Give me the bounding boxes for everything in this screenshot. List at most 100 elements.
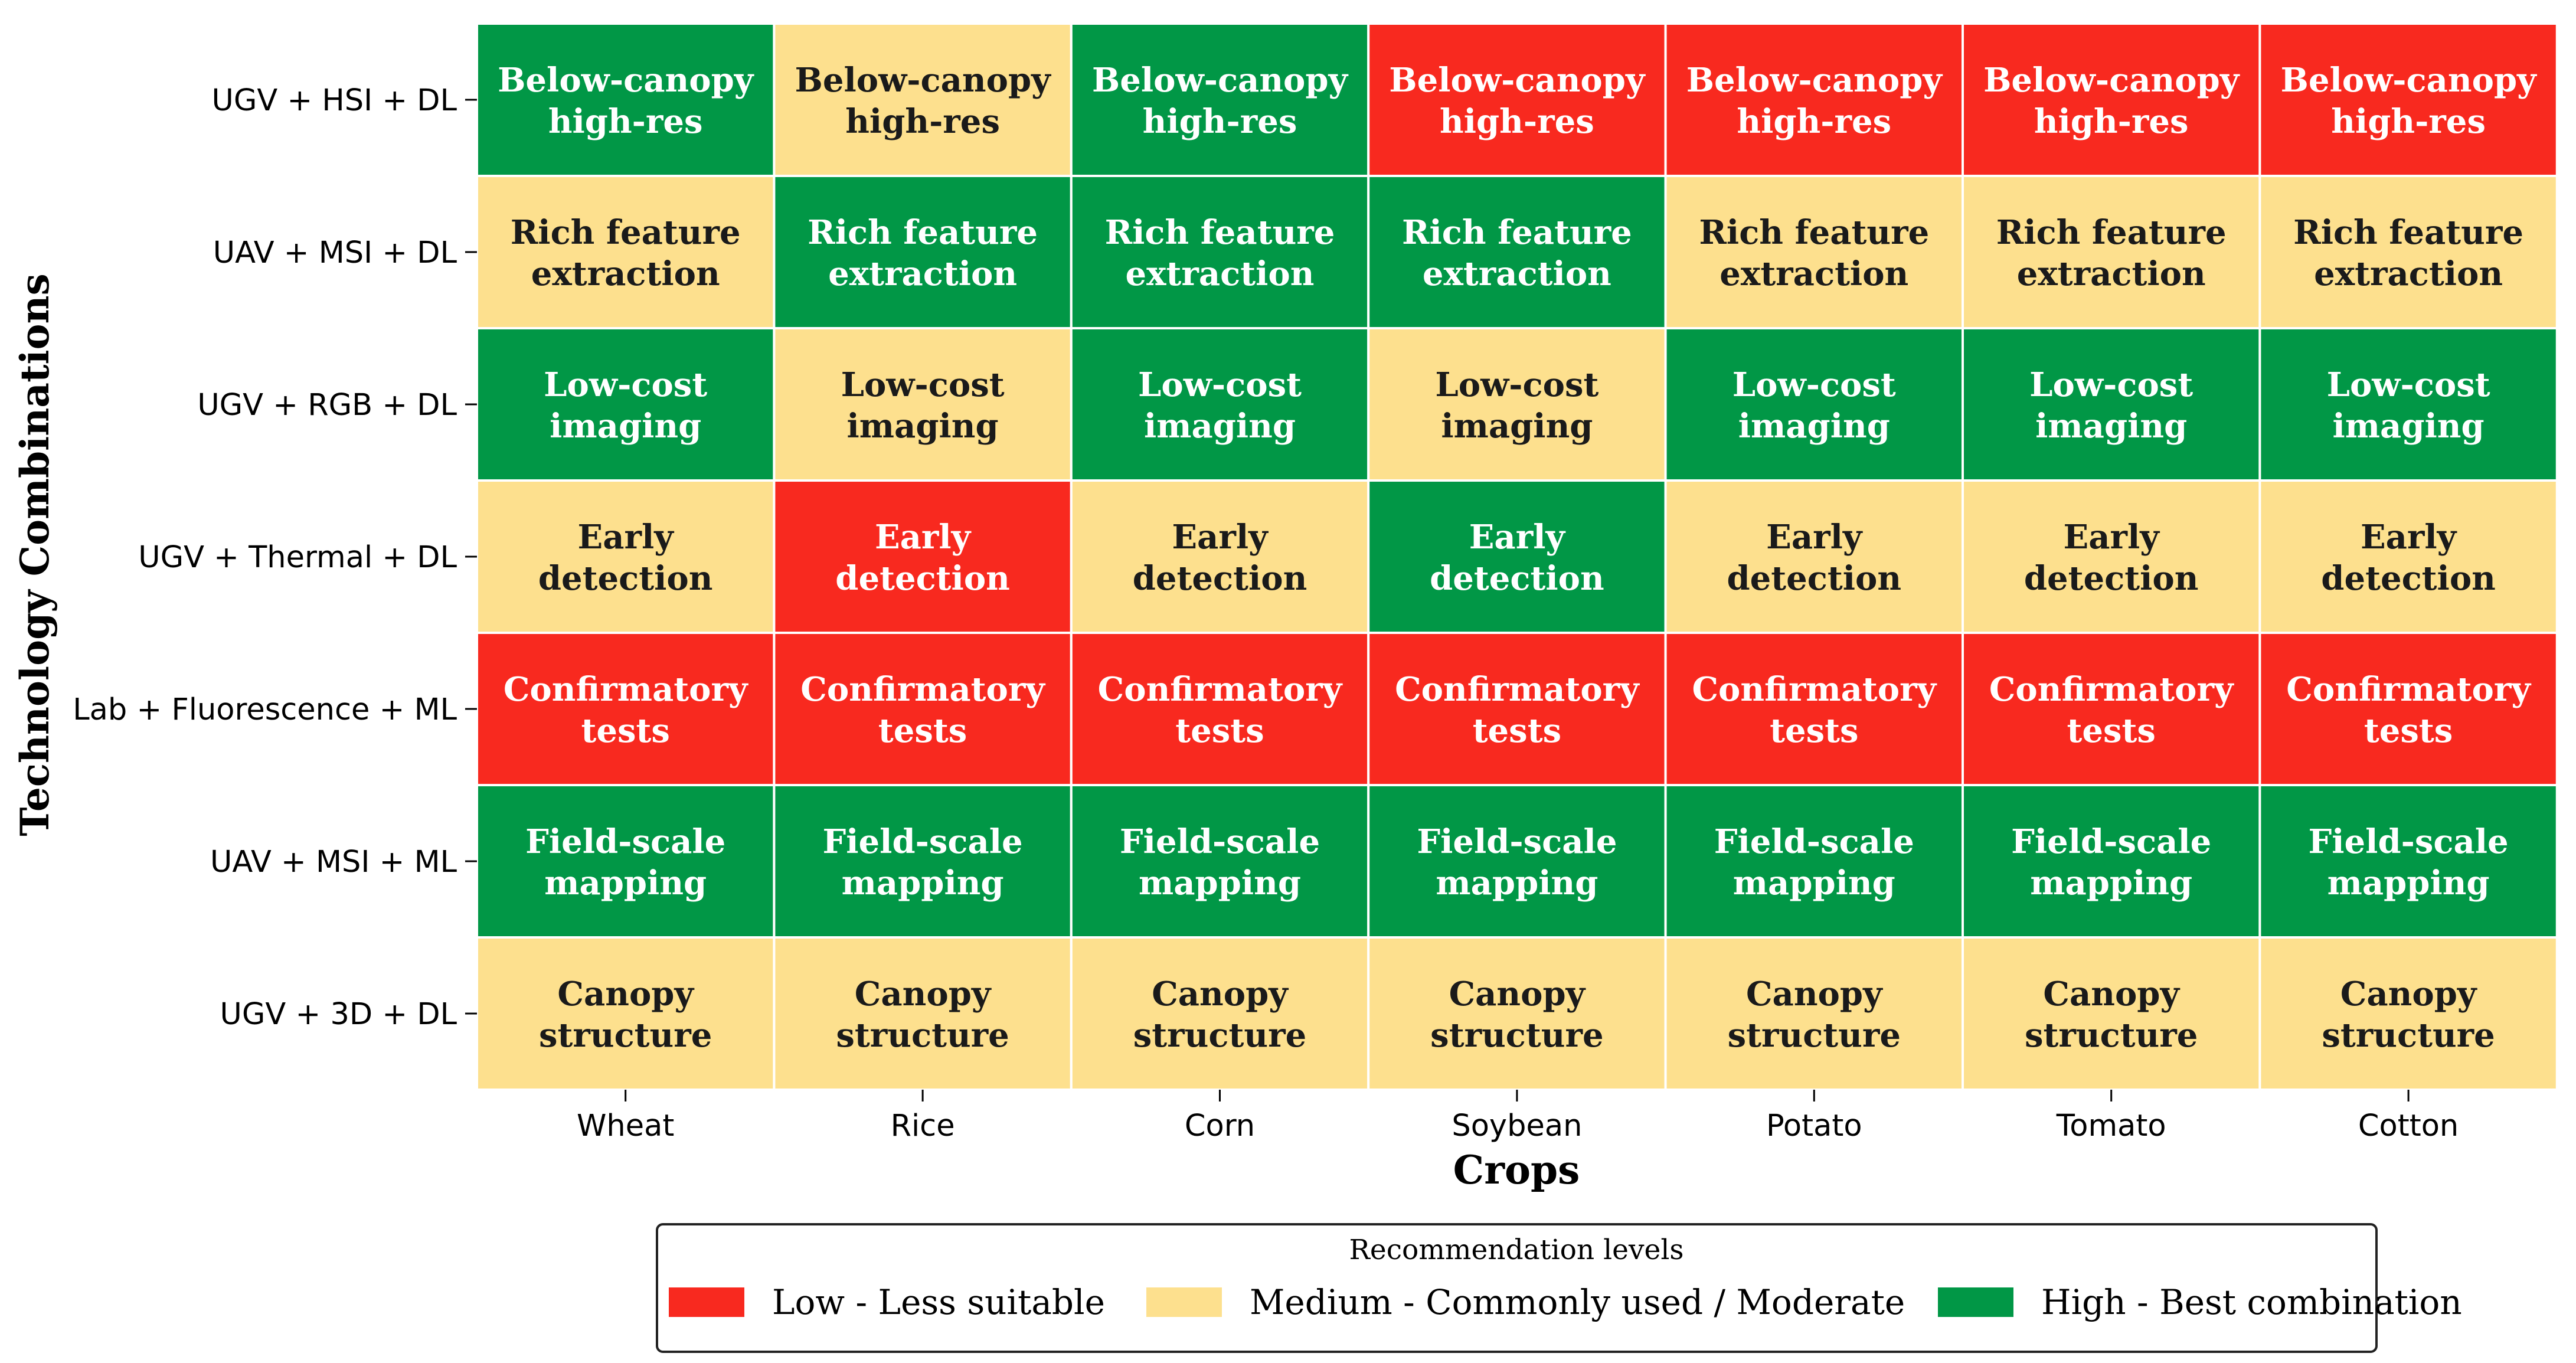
heatmap-cell-ugv-thermal-dl-tomato <box>1962 479 2261 634</box>
cell-label: Field-scale <box>2011 822 2211 861</box>
cell-label: Early <box>1172 518 1269 557</box>
y-tick-label: UGV + Thermal + DL <box>138 540 457 575</box>
heatmap-cell-ugv-rgb-dl-potato <box>1664 327 1964 482</box>
heatmap-cell-ugv-thermal-dl-soybean <box>1367 479 1667 634</box>
cell-label: Confirmatory <box>1989 670 2234 709</box>
cell-label: high-res <box>845 102 1000 141</box>
cell-label: Canopy <box>1152 975 1289 1014</box>
cell-label: tests <box>1175 711 1264 750</box>
cell-label: Low-cost <box>2029 365 2193 404</box>
cell-label: extraction <box>2017 254 2206 293</box>
heatmap-cell-lab-fluorescence-ml-wheat <box>476 632 776 786</box>
cell-label: detection <box>1727 559 1902 598</box>
heatmap-cell-ugv-3d-dl-potato <box>1664 936 1964 1091</box>
cell-label: Early <box>875 518 972 557</box>
legend-frame <box>656 1223 2378 1353</box>
cell-label: imaging <box>550 407 701 446</box>
legend-title: Recommendation levels <box>1349 1234 1684 1266</box>
cell-label: mapping <box>842 864 1004 903</box>
legend-swatch-low <box>669 1287 744 1317</box>
cell-label: Rich feature <box>1402 213 1632 252</box>
cell-label: Below-canopy <box>1686 61 1943 100</box>
cell-label: Low-cost <box>1732 365 1896 404</box>
cell-label: imaging <box>847 407 999 446</box>
cell-label: Below-canopy <box>1092 61 1349 100</box>
cell-label: detection <box>2321 559 2496 598</box>
heatmap-cell-uav-msi-ml-soybean <box>1367 784 1667 939</box>
x-tick-label: Rice <box>891 1109 955 1143</box>
legend-label-medium: Medium - Commonly used / Moderate <box>1250 1282 1905 1322</box>
cell-label: extraction <box>1126 254 1315 293</box>
cell-label: extraction <box>1423 254 1611 293</box>
heatmap-cell-ugv-hsi-dl-rice <box>773 22 1073 177</box>
cell-label: Canopy <box>2340 975 2477 1014</box>
cell-label: Low-cost <box>1435 365 1598 404</box>
x-tick-label: Soybean <box>1452 1109 1582 1143</box>
cell-label: structure <box>836 1016 1009 1055</box>
cell-label: Confirmatory <box>2286 670 2531 709</box>
heatmap-cell-lab-fluorescence-ml-tomato <box>1962 632 2261 786</box>
cell-label: mapping <box>1436 864 1598 903</box>
x-axis-ticks: Wheat Rice Corn Soybean Potato Tomato Cotton <box>577 1090 2459 1143</box>
cell-label: tests <box>878 711 967 750</box>
cell-label: Canopy <box>855 975 992 1014</box>
heatmap-cell-lab-fluorescence-ml-cotton <box>2258 632 2558 786</box>
heatmap-cell-ugv-rgb-dl-soybean <box>1367 327 1667 482</box>
heatmap-cell-ugv-hsi-dl-corn <box>1070 22 1370 177</box>
cell-label: Low-cost <box>1138 365 1302 404</box>
cell-label: structure <box>1133 1016 1306 1055</box>
heatmap-cell-lab-fluorescence-ml-rice <box>773 632 1073 786</box>
heatmap-cell-ugv-3d-dl-soybean <box>1367 936 1667 1091</box>
cell-label: Canopy <box>1746 975 1883 1014</box>
cell-label: Canopy <box>1449 975 1586 1014</box>
cell-label: Field-scale <box>1120 822 1320 861</box>
cell-label: detection <box>538 559 713 598</box>
cell-label: extraction <box>828 254 1017 293</box>
cell-label: high-res <box>2331 102 2486 141</box>
heatmap-cell-ugv-thermal-dl-cotton <box>2258 479 2558 634</box>
cell-label: detection <box>835 559 1010 598</box>
cell-label: Low-cost <box>841 365 1005 404</box>
cell-label: tests <box>1770 711 1858 750</box>
heatmap-cell-ugv-3d-dl-tomato <box>1962 936 2261 1091</box>
cell-label: Field-scale <box>525 822 725 861</box>
heatmap-cell-ugv-3d-dl-wheat <box>476 936 776 1091</box>
cell-label: imaging <box>1144 407 1296 446</box>
x-tick-label: Corn <box>1185 1109 1255 1143</box>
cell-label: mapping <box>1733 864 1895 903</box>
cell-label: Below-canopy <box>498 61 754 100</box>
y-tick-label: UAV + MSI + DL <box>213 236 457 270</box>
cell-label: Early <box>578 518 675 557</box>
cell-label: Canopy <box>2043 975 2180 1014</box>
heatmap-cell-ugv-hsi-dl-tomato <box>1962 22 2261 177</box>
cell-label: Below-canopy <box>795 61 1052 100</box>
cell-label: mapping <box>1139 864 1301 903</box>
y-tick-label: UGV + RGB + DL <box>197 388 457 423</box>
cell-label: imaging <box>1738 407 1890 446</box>
cell-label: tests <box>581 711 669 750</box>
cell-label: tests <box>1473 711 1561 750</box>
heatmap-cell-uav-msi-dl-soybean <box>1367 175 1667 329</box>
cell-label: Confirmatory <box>1395 670 1640 709</box>
heatmap-cell-lab-fluorescence-ml-soybean <box>1367 632 1667 786</box>
cell-label: Rich feature <box>1996 213 2227 252</box>
heatmap-cell-uav-msi-ml-rice <box>773 784 1073 939</box>
legend-swatch-medium <box>1146 1287 1222 1317</box>
x-axis-label: Crops <box>1453 1147 1580 1193</box>
cell-label: high-res <box>1737 102 1891 141</box>
heatmap-cell-ugv-rgb-dl-cotton <box>2258 327 2558 482</box>
cell-label: Below-canopy <box>1389 61 1646 100</box>
heatmap-cell-ugv-3d-dl-rice <box>773 936 1073 1091</box>
heatmap-cell-uav-msi-dl-wheat <box>476 175 776 329</box>
y-tick-label: UAV + MSI + ML <box>210 845 457 880</box>
cell-label: Confirmatory <box>504 670 748 709</box>
cell-label: Field-scale <box>823 822 1023 861</box>
cell-label: Below-canopy <box>1983 61 2240 100</box>
y-axis-ticks: UGV + HSI + DL UAV + MSI + DL UGV + RGB + … <box>73 83 477 1032</box>
heatmap-cell-uav-msi-ml-tomato <box>1962 784 2261 939</box>
x-tick-label: Cotton <box>2358 1109 2459 1143</box>
cell-label: Early <box>1469 518 1566 557</box>
cell-label: imaging <box>1441 407 1593 446</box>
cell-label: mapping <box>544 864 707 903</box>
